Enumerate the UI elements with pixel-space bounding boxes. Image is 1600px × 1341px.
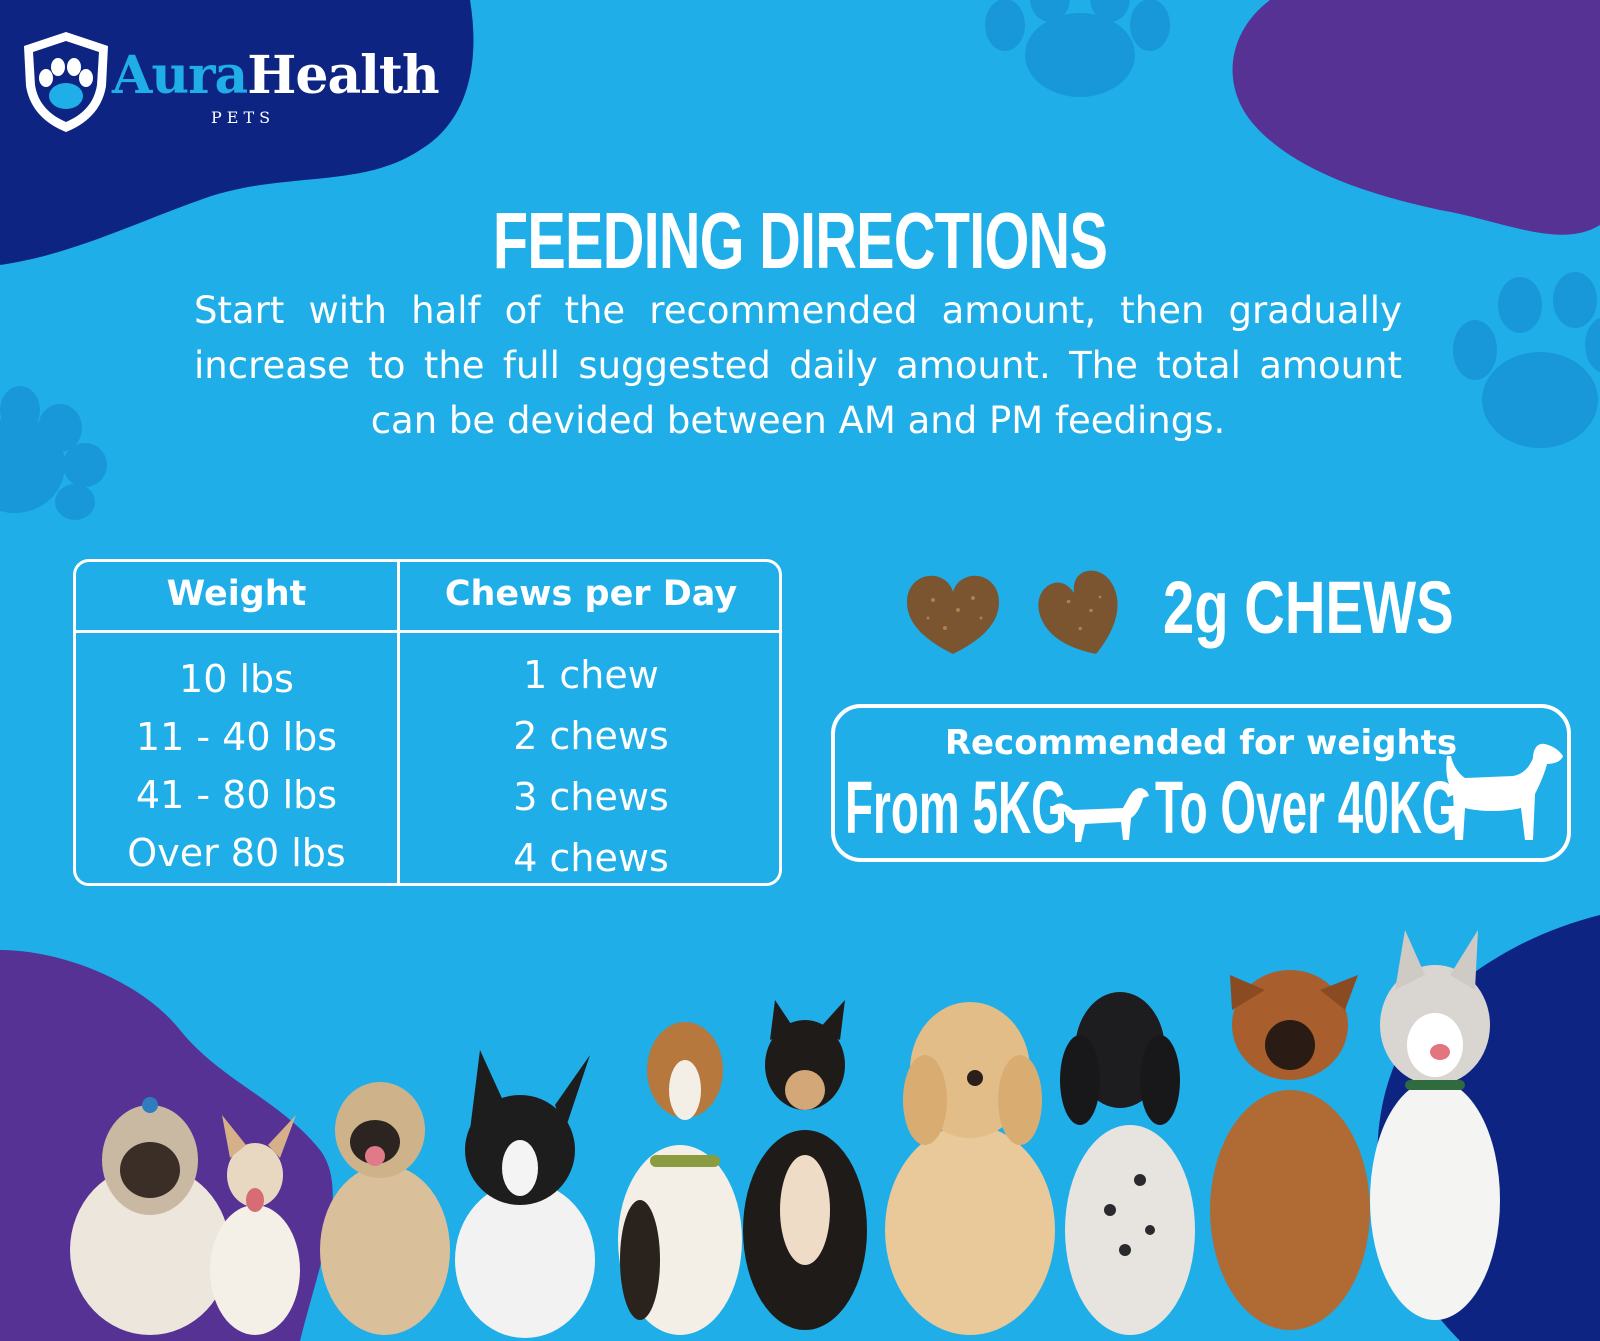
brand-logo[interactable]: AuraHealth PETS <box>16 28 440 138</box>
table-cell-weight: 41 - 80 lbs <box>135 773 338 817</box>
top-left-blob <box>0 0 474 265</box>
brand-name-part2: Health <box>247 45 439 106</box>
heart-chew-icon <box>1038 570 1118 654</box>
dogs-lineup-image <box>70 930 1500 1338</box>
page-title: FEEDING DIRECTIONS <box>492 196 1108 285</box>
weight-recommendation-box: Recommended for weights From 5KG To Over… <box>831 704 1571 862</box>
table-cell-chews: 2 chews <box>513 714 669 758</box>
brand-subtitle: PETS <box>211 108 276 127</box>
table-divider-vertical <box>397 562 400 883</box>
brand-name-part1: Aura <box>112 45 248 106</box>
pug-dog-image <box>320 1082 450 1335</box>
top-right-blob <box>1232 0 1600 235</box>
recommendation-from: From 5KG <box>845 766 1067 849</box>
recommendation-to: To Over 40KG <box>1155 766 1458 849</box>
recommendation-title: Recommended for weights <box>944 723 1458 763</box>
paw-print-icon <box>985 0 1170 97</box>
table-cell-chews: 1 chew <box>523 653 659 697</box>
shih-tzu-dog-image <box>70 1097 230 1335</box>
paw-print-icon <box>1453 272 1600 448</box>
brand-name: AuraHealth <box>112 45 440 106</box>
chew-size-label: 2g CHEWS <box>1163 566 1454 649</box>
husky-puppy-image <box>1370 930 1500 1320</box>
intro-paragraph: Start with half of the recommended amoun… <box>194 289 1402 442</box>
table-divider-horizontal <box>76 630 779 633</box>
english-setter-dog-image <box>1060 992 1195 1335</box>
shiba-inu-dog-image <box>743 1000 867 1330</box>
dachshund-silhouette-icon <box>1053 788 1149 842</box>
table-header-weight: Weight <box>166 574 307 614</box>
hound-silhouette-icon <box>1446 743 1563 840</box>
weight-column: 10 lbs 11 - 40 lbs 41 - 80 lbs Over 80 l… <box>76 650 397 882</box>
table-cell-weight: 10 lbs <box>179 657 294 701</box>
paw-print-icon <box>0 386 107 520</box>
shield-paw-logo-icon <box>24 32 108 132</box>
cocker-spaniel-dog-image <box>885 1002 1055 1335</box>
beagle-dog-image <box>618 1022 742 1335</box>
table-cell-weight: Over 80 lbs <box>127 831 346 875</box>
table-header-chews: Chews per Day <box>444 574 738 614</box>
shepherd-puppy-image <box>1210 970 1370 1330</box>
chews-column: 1 chew 2 chews 3 chews 4 chews <box>400 645 782 889</box>
jack-russell-dog-image <box>210 1115 300 1335</box>
table-cell-chews: 4 chews <box>513 836 669 880</box>
table-cell-weight: 11 - 40 lbs <box>135 715 338 759</box>
heart-chew-icon <box>907 575 999 654</box>
dosage-table: Weight Chews per Day 10 lbs 11 - 40 lbs … <box>73 559 782 886</box>
table-cell-chews: 3 chews <box>513 775 669 819</box>
french-bulldog-image <box>455 1050 595 1338</box>
